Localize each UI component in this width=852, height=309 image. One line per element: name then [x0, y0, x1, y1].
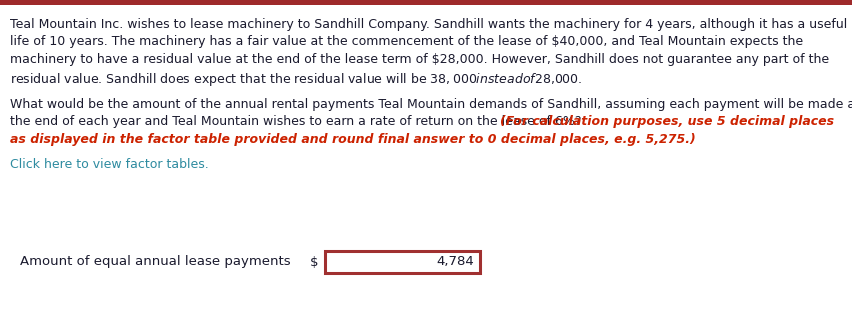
FancyBboxPatch shape: [325, 251, 480, 273]
Text: 4,784: 4,784: [435, 256, 474, 269]
Text: life of 10 years. The machinery has a fair value at the commencement of the leas: life of 10 years. The machinery has a fa…: [10, 36, 803, 49]
Text: Teal Mountain Inc. wishes to lease machinery to Sandhill Company. Sandhill wants: Teal Mountain Inc. wishes to lease machi…: [10, 18, 846, 31]
Text: What would be the amount of the annual rental payments Teal Mountain demands of : What would be the amount of the annual r…: [10, 98, 852, 111]
Text: $: $: [309, 256, 318, 269]
Text: (For calculation purposes, use 5 decimal places: (For calculation purposes, use 5 decimal…: [499, 116, 832, 129]
FancyBboxPatch shape: [0, 0, 852, 5]
Text: as displayed in the factor table provided and round final answer to 0 decimal pl: as displayed in the factor table provide…: [10, 133, 695, 146]
Text: Click here to view factor tables.: Click here to view factor tables.: [10, 159, 209, 171]
Text: Amount of equal annual lease payments: Amount of equal annual lease payments: [20, 256, 291, 269]
Text: residual value. Sandhill does expect that the residual value will be $38,000 ins: residual value. Sandhill does expect tha…: [10, 70, 582, 87]
Text: machinery to have a residual value at the end of the lease term of $28,000. Howe: machinery to have a residual value at th…: [10, 53, 828, 66]
Text: the end of each year and Teal Mountain wishes to earn a rate of return on the le: the end of each year and Teal Mountain w…: [10, 116, 584, 129]
